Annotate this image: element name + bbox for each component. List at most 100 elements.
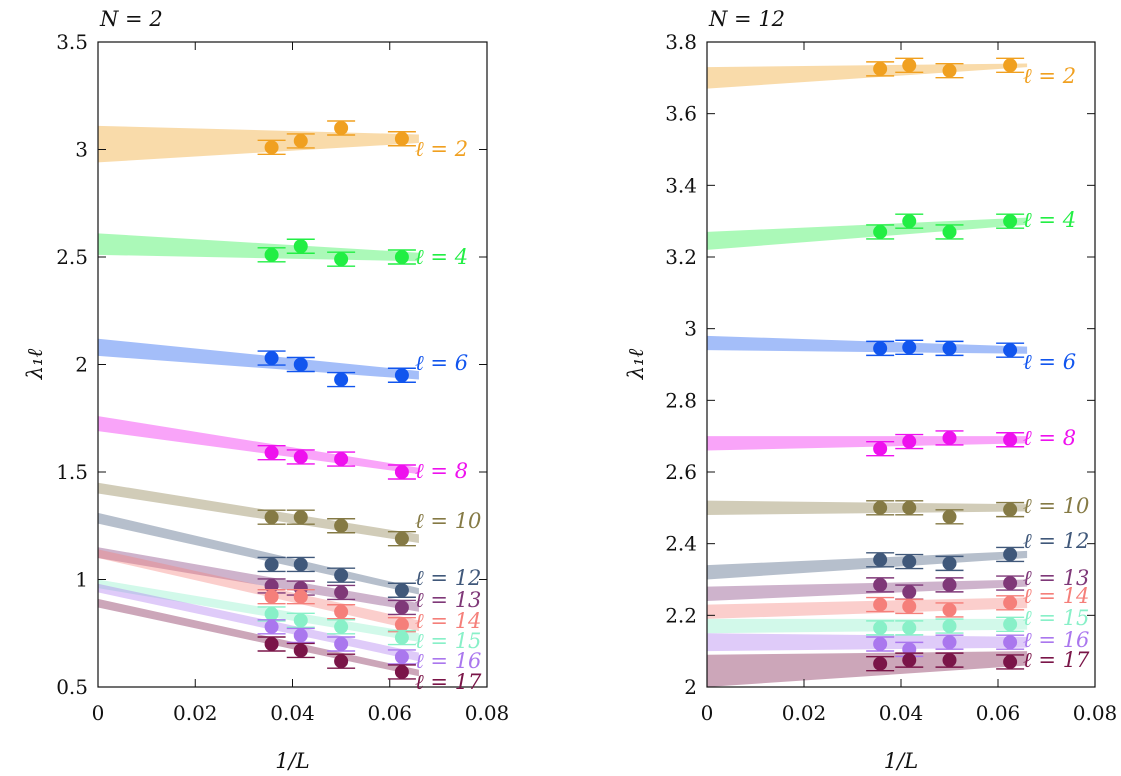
data-point <box>334 637 349 651</box>
data-point <box>873 441 888 456</box>
data-point <box>873 224 888 239</box>
series-3: ℓ = 8 <box>257 444 468 483</box>
x-axis-label: 1/L <box>275 749 309 773</box>
data-point <box>293 613 308 628</box>
series-7: ℓ = 14 <box>866 584 1089 618</box>
data-point <box>394 664 409 679</box>
data-point <box>942 619 957 634</box>
y-tick-label: 3.6 <box>665 102 697 126</box>
y-axis-label: λ₁ℓ <box>23 349 47 381</box>
fit-band <box>707 335 1028 354</box>
data-point <box>873 656 888 671</box>
series-0: ℓ = 2 <box>866 57 1076 88</box>
data-point <box>902 500 917 515</box>
data-point <box>942 577 957 592</box>
series-label: ℓ = 8 <box>1023 426 1076 450</box>
data-point <box>902 653 917 668</box>
series-label: ℓ = 6 <box>1023 350 1076 374</box>
y-tick-label: 1 <box>75 568 88 592</box>
series-4: ℓ = 10 <box>866 494 1089 525</box>
y-tick-label: 3.4 <box>665 173 697 197</box>
data-point <box>942 602 957 617</box>
data-point <box>873 597 888 612</box>
data-point <box>293 133 308 148</box>
data-point <box>873 577 888 592</box>
data-point <box>902 585 917 600</box>
data-point <box>334 654 349 669</box>
data-point <box>293 557 308 572</box>
series-7: ℓ = 14 <box>257 589 481 633</box>
series-label: ℓ = 10 <box>415 509 481 533</box>
data-point <box>293 449 308 464</box>
data-point <box>264 351 279 366</box>
y-tick-label: 3 <box>684 317 697 341</box>
fit-band <box>707 597 1028 619</box>
series-label: ℓ = 16 <box>415 649 481 673</box>
series-10: ℓ = 17 <box>866 648 1090 672</box>
y-tick-label: 2 <box>684 675 697 699</box>
data-point <box>873 637 888 651</box>
data-point <box>264 589 279 604</box>
data-point <box>902 599 917 614</box>
data-point <box>264 619 279 634</box>
series-4: ℓ = 10 <box>257 509 481 547</box>
series-5: ℓ = 12 <box>257 556 481 598</box>
data-point <box>1003 654 1018 669</box>
data-point <box>334 252 349 267</box>
fit-band <box>707 217 1028 250</box>
fit-band <box>707 633 1028 652</box>
data-point <box>902 620 917 635</box>
data-point <box>942 653 957 668</box>
series-label: ℓ = 4 <box>415 245 468 269</box>
series-label: ℓ = 13 <box>1023 566 1089 590</box>
y-tick-label: 3.5 <box>56 30 88 54</box>
data-point <box>394 583 409 598</box>
series-label: ℓ = 15 <box>415 629 481 653</box>
fit-band <box>707 500 1028 515</box>
data-point <box>1003 502 1018 517</box>
panel-title: N = 2 <box>99 7 163 31</box>
data-point <box>334 452 349 467</box>
data-point <box>902 434 917 449</box>
data-point <box>394 531 409 546</box>
data-point <box>394 600 409 615</box>
y-tick-label: 2.5 <box>56 245 88 269</box>
fit-band <box>707 550 1028 580</box>
y-tick-label: 1.5 <box>56 460 88 484</box>
series-label: ℓ = 17 <box>1023 648 1090 672</box>
series-label: ℓ = 8 <box>415 459 468 483</box>
series-3: ℓ = 8 <box>866 426 1076 457</box>
data-point <box>264 445 279 460</box>
y-tick-label: 2.6 <box>665 460 697 484</box>
data-point <box>873 620 888 635</box>
fit-band <box>98 338 419 380</box>
data-point <box>902 340 917 355</box>
series-label: ℓ = 17 <box>415 670 482 694</box>
data-point <box>394 465 409 479</box>
data-point <box>293 239 308 254</box>
series-label: ℓ = 12 <box>415 566 481 590</box>
data-point <box>394 368 409 383</box>
data-point <box>1003 576 1018 591</box>
x-axis-label: 1/L <box>884 749 918 773</box>
data-point <box>394 617 409 632</box>
series-label: ℓ = 2 <box>1023 64 1076 88</box>
data-point <box>264 637 279 651</box>
series-label: ℓ = 14 <box>415 609 481 633</box>
data-point <box>942 224 957 239</box>
data-point <box>293 357 308 372</box>
data-point <box>334 619 349 634</box>
y-axis-label: λ₁ℓ <box>624 349 648 381</box>
data-point <box>293 510 308 525</box>
data-point <box>1003 635 1018 650</box>
data-point <box>942 556 957 571</box>
series-1: ℓ = 4 <box>866 208 1076 240</box>
x-tick-label: 0.08 <box>1073 701 1118 725</box>
x-tick-label: 0 <box>92 701 105 725</box>
y-tick-label: 3.2 <box>665 245 697 269</box>
series-label: ℓ = 16 <box>1023 628 1089 652</box>
chart-panel-1: 0 0.02 0.04 0.06 0.08 2 2.2 2.4 2.6 2.8 3 3.2 3.4 3.6… <box>624 7 1117 773</box>
series-10: ℓ = 17 <box>257 636 482 694</box>
data-point <box>902 214 917 229</box>
